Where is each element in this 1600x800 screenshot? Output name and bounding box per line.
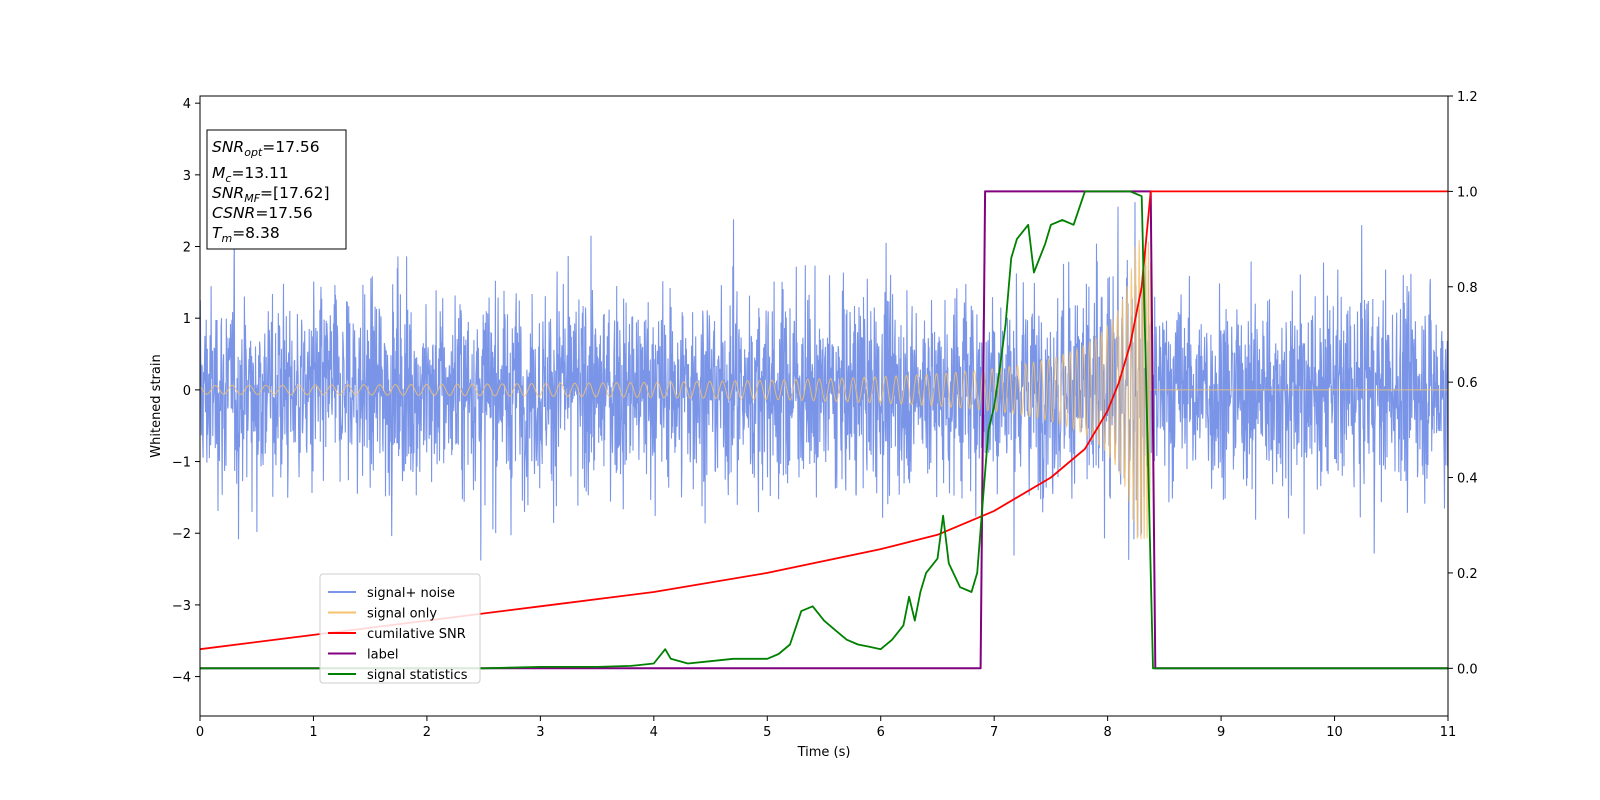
- x-tick-label: 2: [423, 725, 431, 740]
- series-signal-noise-line: [200, 202, 1448, 561]
- legend-label: cumilative SNR: [367, 627, 466, 642]
- x-tick-label: 3: [536, 725, 544, 740]
- x-tick-label: 7: [990, 725, 998, 740]
- stats-annotation-box: SNRopt=17.56 Mc=13.11 SNRMF=[17.62] CSNR…: [206, 129, 347, 250]
- y-tick-label: −4: [172, 671, 191, 686]
- x-tick-label: 10: [1326, 725, 1343, 740]
- y-axis-label: Whitened strain: [149, 354, 164, 457]
- axes-frame: [199, 95, 1449, 717]
- y2-tick-label: 0.6: [1457, 376, 1478, 391]
- legend: signal+ noise signal only cumilative SNR la…: [319, 573, 481, 684]
- legend-label: signal statistics: [367, 668, 468, 683]
- series-signal-statistics-line: [200, 190, 1448, 670]
- legend-label: signal+ noise: [367, 586, 455, 601]
- y-tick-label: 0: [183, 384, 191, 399]
- x-tick-label: 11: [1440, 725, 1457, 740]
- x-tick-label: 8: [1103, 725, 1111, 740]
- y-axis-left: −4 −3 −2 −1 0 1 2 3 4: [172, 97, 200, 686]
- y2-tick-label: 0.0: [1457, 662, 1478, 677]
- y-tick-label: −1: [172, 456, 191, 471]
- x-tick-label: 4: [650, 725, 658, 740]
- legend-label: label: [367, 648, 398, 663]
- x-tick-label: 9: [1217, 725, 1225, 740]
- y2-tick-label: 0.8: [1457, 281, 1478, 296]
- x-tick-label: 5: [763, 725, 771, 740]
- plot-area: [200, 190, 1448, 670]
- y2-tick-label: 0.2: [1457, 567, 1478, 582]
- y-tick-label: −2: [172, 527, 191, 542]
- x-tick-label: 1: [309, 725, 317, 740]
- legend-label: signal only: [367, 607, 437, 622]
- annotation-snr-opt: SNRopt=17.56: [212, 138, 320, 159]
- y2-tick-label: 1.2: [1457, 90, 1478, 105]
- y-axis-right: 0.0 0.2 0.4 0.6 0.8 1.0 1.2: [1448, 90, 1478, 677]
- x-axis: 0 1 2 3 4 5 6 7 8 9 10 11: [196, 716, 1456, 740]
- y-tick-label: 3: [183, 169, 191, 184]
- y-tick-label: 4: [183, 97, 191, 112]
- y2-tick-label: 1.0: [1457, 185, 1478, 200]
- y2-tick-label: 0.4: [1457, 472, 1478, 487]
- y-tick-label: 2: [183, 241, 191, 256]
- annotation-tm: Tm=8.38: [212, 224, 280, 245]
- x-tick-label: 6: [877, 725, 885, 740]
- x-axis-label: Time (s): [797, 745, 851, 760]
- annotation-frame: [206, 129, 347, 250]
- annotation-csnr: CSNR=17.56: [212, 204, 313, 222]
- legend-frame: [319, 573, 481, 684]
- series-signal-only-line: [200, 239, 1448, 540]
- y-tick-label: 1: [183, 312, 191, 327]
- x-tick-label: 0: [196, 725, 204, 740]
- series-cumulative-snr-line: [200, 190, 1448, 651]
- annotation-mc: Mc=13.11: [212, 164, 289, 185]
- y-tick-label: −3: [172, 599, 191, 614]
- annotation-snr-mf: SNRMF=[17.62]: [212, 184, 330, 205]
